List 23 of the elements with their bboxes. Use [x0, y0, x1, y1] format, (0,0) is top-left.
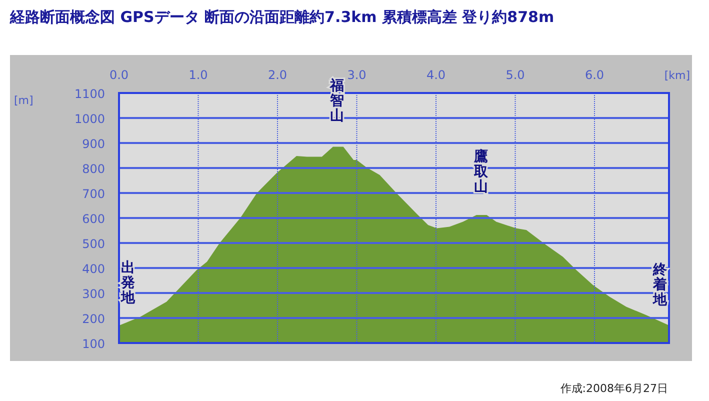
y-tick-label: 1100 [74, 87, 105, 101]
x-axis-title: [km] [664, 69, 690, 82]
y-tick-label: 500 [82, 237, 105, 251]
chart-title: 経路断面概念図 GPSデータ 断面の沿面距離約7.3km 累積標高差 登り約878m [9, 8, 554, 26]
x-tick-label: 1.0 [188, 68, 208, 82]
x-tick-label: 6.0 [584, 68, 604, 82]
y-tick-label: 1000 [74, 112, 105, 126]
text: 作成:2008年6月27日 [559, 382, 668, 395]
y-tick-label: 200 [82, 312, 105, 326]
x-tick-label: 5.0 [506, 68, 525, 82]
x-tick-label: 0.0 [109, 68, 129, 82]
y-tick-label: 600 [82, 212, 105, 226]
y-tick-label: 700 [82, 187, 105, 201]
y-tick-label: 400 [82, 262, 105, 276]
y-tick-label: 300 [82, 287, 105, 301]
annotation: 鷹取山 [473, 148, 489, 195]
y-tick-label: 800 [82, 162, 105, 176]
y-tick-label: 100 [82, 337, 105, 351]
x-tick-label: 2.0 [268, 68, 288, 82]
x-tick-label: 4.0 [426, 68, 446, 82]
y-tick-label: 900 [82, 137, 105, 151]
y-axis-title: [m] [14, 94, 34, 107]
x-tick-label: 3.0 [347, 68, 366, 82]
